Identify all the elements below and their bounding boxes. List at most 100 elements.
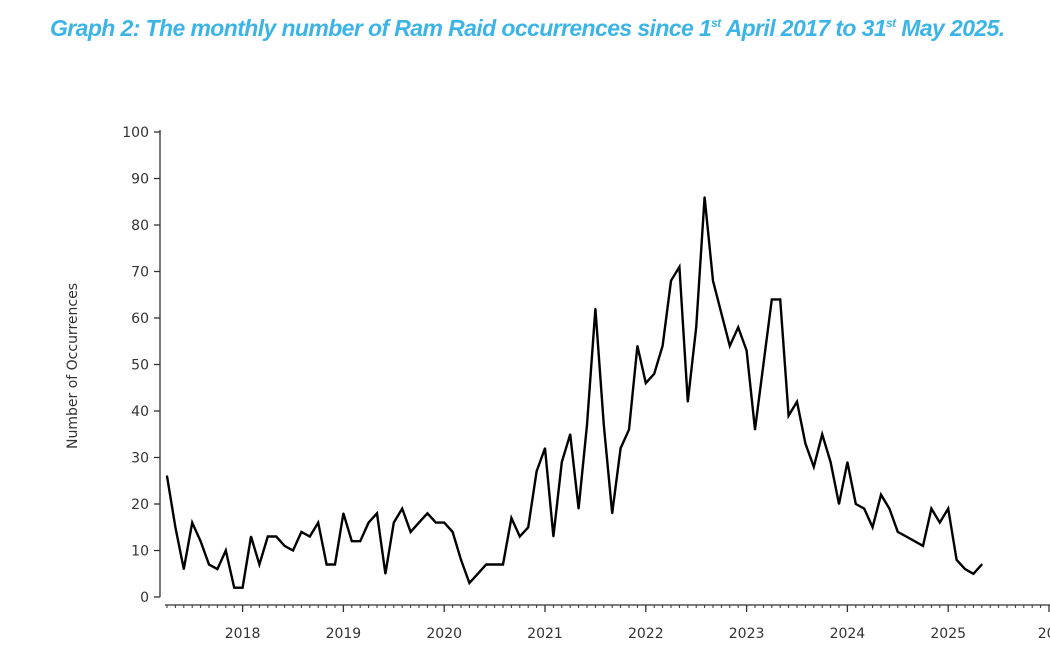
data-point xyxy=(544,447,546,450)
data-point xyxy=(367,521,370,524)
data-point xyxy=(182,568,185,570)
y-axis-title: Number of Occurrences xyxy=(65,283,81,449)
data-point xyxy=(703,196,706,199)
data-point xyxy=(518,535,521,538)
x-tick-label: 2021 xyxy=(527,626,563,642)
title-text-2: April 2017 to 31 xyxy=(720,15,887,41)
data-point xyxy=(208,563,210,566)
x-axis: 2018 2019 2020 2021 2022 2023 2024 2025 20: xyxy=(165,604,1050,642)
x-tick-label: 2018 xyxy=(225,626,261,642)
data-point xyxy=(863,507,866,510)
chart-title: Graph 2: The monthly number of Ram Raid … xyxy=(50,8,1050,43)
data-point xyxy=(686,400,689,403)
data-point xyxy=(661,345,664,347)
data-point xyxy=(628,428,630,431)
data-point xyxy=(787,414,790,417)
data-point xyxy=(434,521,437,524)
x-tick-label: 2023 xyxy=(729,626,765,642)
data-point xyxy=(426,512,429,515)
data-point xyxy=(796,400,798,403)
data-point xyxy=(762,363,765,366)
y-tick-label: 70 xyxy=(131,265,149,281)
data-point xyxy=(745,349,748,352)
data-point xyxy=(334,563,336,566)
data-point xyxy=(292,549,294,552)
data-point xyxy=(737,326,740,329)
series-group xyxy=(165,196,983,589)
data-point xyxy=(552,535,555,538)
data-point xyxy=(401,507,404,510)
data-point xyxy=(619,447,622,450)
data-point xyxy=(938,521,941,524)
data-point xyxy=(670,279,672,282)
series-line xyxy=(165,196,983,589)
data-point xyxy=(846,461,849,464)
data-point xyxy=(779,298,782,301)
data-point xyxy=(560,461,563,464)
data-point xyxy=(325,563,328,566)
data-point xyxy=(905,535,908,538)
x-tick-label: 20: xyxy=(1038,626,1050,642)
data-point xyxy=(485,563,488,566)
data-point xyxy=(644,382,647,384)
x-tick-label: 2020 xyxy=(426,626,462,642)
y-tick-label: 90 xyxy=(131,172,149,188)
data-point xyxy=(342,512,345,515)
data-point xyxy=(535,470,538,473)
data-point xyxy=(443,521,446,524)
data-point xyxy=(913,540,916,543)
data-point xyxy=(275,535,278,538)
data-point xyxy=(728,345,731,347)
data-point xyxy=(896,531,899,533)
y-tick-label: 20 xyxy=(131,497,149,513)
data-point xyxy=(418,521,420,524)
x-tick-label: 2022 xyxy=(628,626,664,642)
data-point xyxy=(476,572,479,575)
data-point xyxy=(527,526,530,529)
title-superscript-2: st xyxy=(886,16,896,30)
data-point xyxy=(233,586,236,589)
data-point xyxy=(216,568,219,570)
data-point xyxy=(594,307,597,310)
y-tick-label: 0 xyxy=(140,590,149,606)
data-point xyxy=(720,312,723,315)
y-tick-label: 50 xyxy=(131,358,149,374)
data-point xyxy=(770,298,773,301)
data-point xyxy=(947,507,950,510)
x-tick-label: 2019 xyxy=(326,626,362,642)
data-point xyxy=(191,521,194,524)
y-tick-label: 30 xyxy=(131,451,149,467)
data-point xyxy=(174,526,177,529)
x-tick-label: 2024 xyxy=(830,626,866,642)
data-point xyxy=(569,433,572,436)
data-point xyxy=(308,535,311,538)
data-point xyxy=(829,461,832,464)
data-point xyxy=(754,428,756,431)
data-point xyxy=(812,465,815,468)
data-point xyxy=(577,507,580,510)
data-point xyxy=(241,586,244,589)
y-tick-label: 60 xyxy=(131,311,149,327)
data-point xyxy=(468,582,471,584)
data-point xyxy=(283,544,286,547)
data-point xyxy=(166,475,168,477)
data-point xyxy=(636,345,639,347)
y-tick-label: 80 xyxy=(131,218,149,234)
title-text-1: Graph 2: The monthly number of Ram Raid … xyxy=(50,15,712,41)
data-point xyxy=(317,521,320,524)
data-point xyxy=(871,526,874,529)
data-point xyxy=(586,424,588,426)
data-point xyxy=(493,563,496,566)
data-point xyxy=(712,279,714,282)
data-point xyxy=(955,558,958,561)
data-point xyxy=(258,563,261,566)
y-tick-label: 10 xyxy=(131,544,149,560)
data-point xyxy=(888,507,891,510)
data-point xyxy=(250,535,252,538)
data-point xyxy=(460,558,462,561)
data-point xyxy=(854,503,857,505)
data-point xyxy=(359,540,362,543)
data-point xyxy=(266,535,269,538)
data-point xyxy=(695,326,698,329)
